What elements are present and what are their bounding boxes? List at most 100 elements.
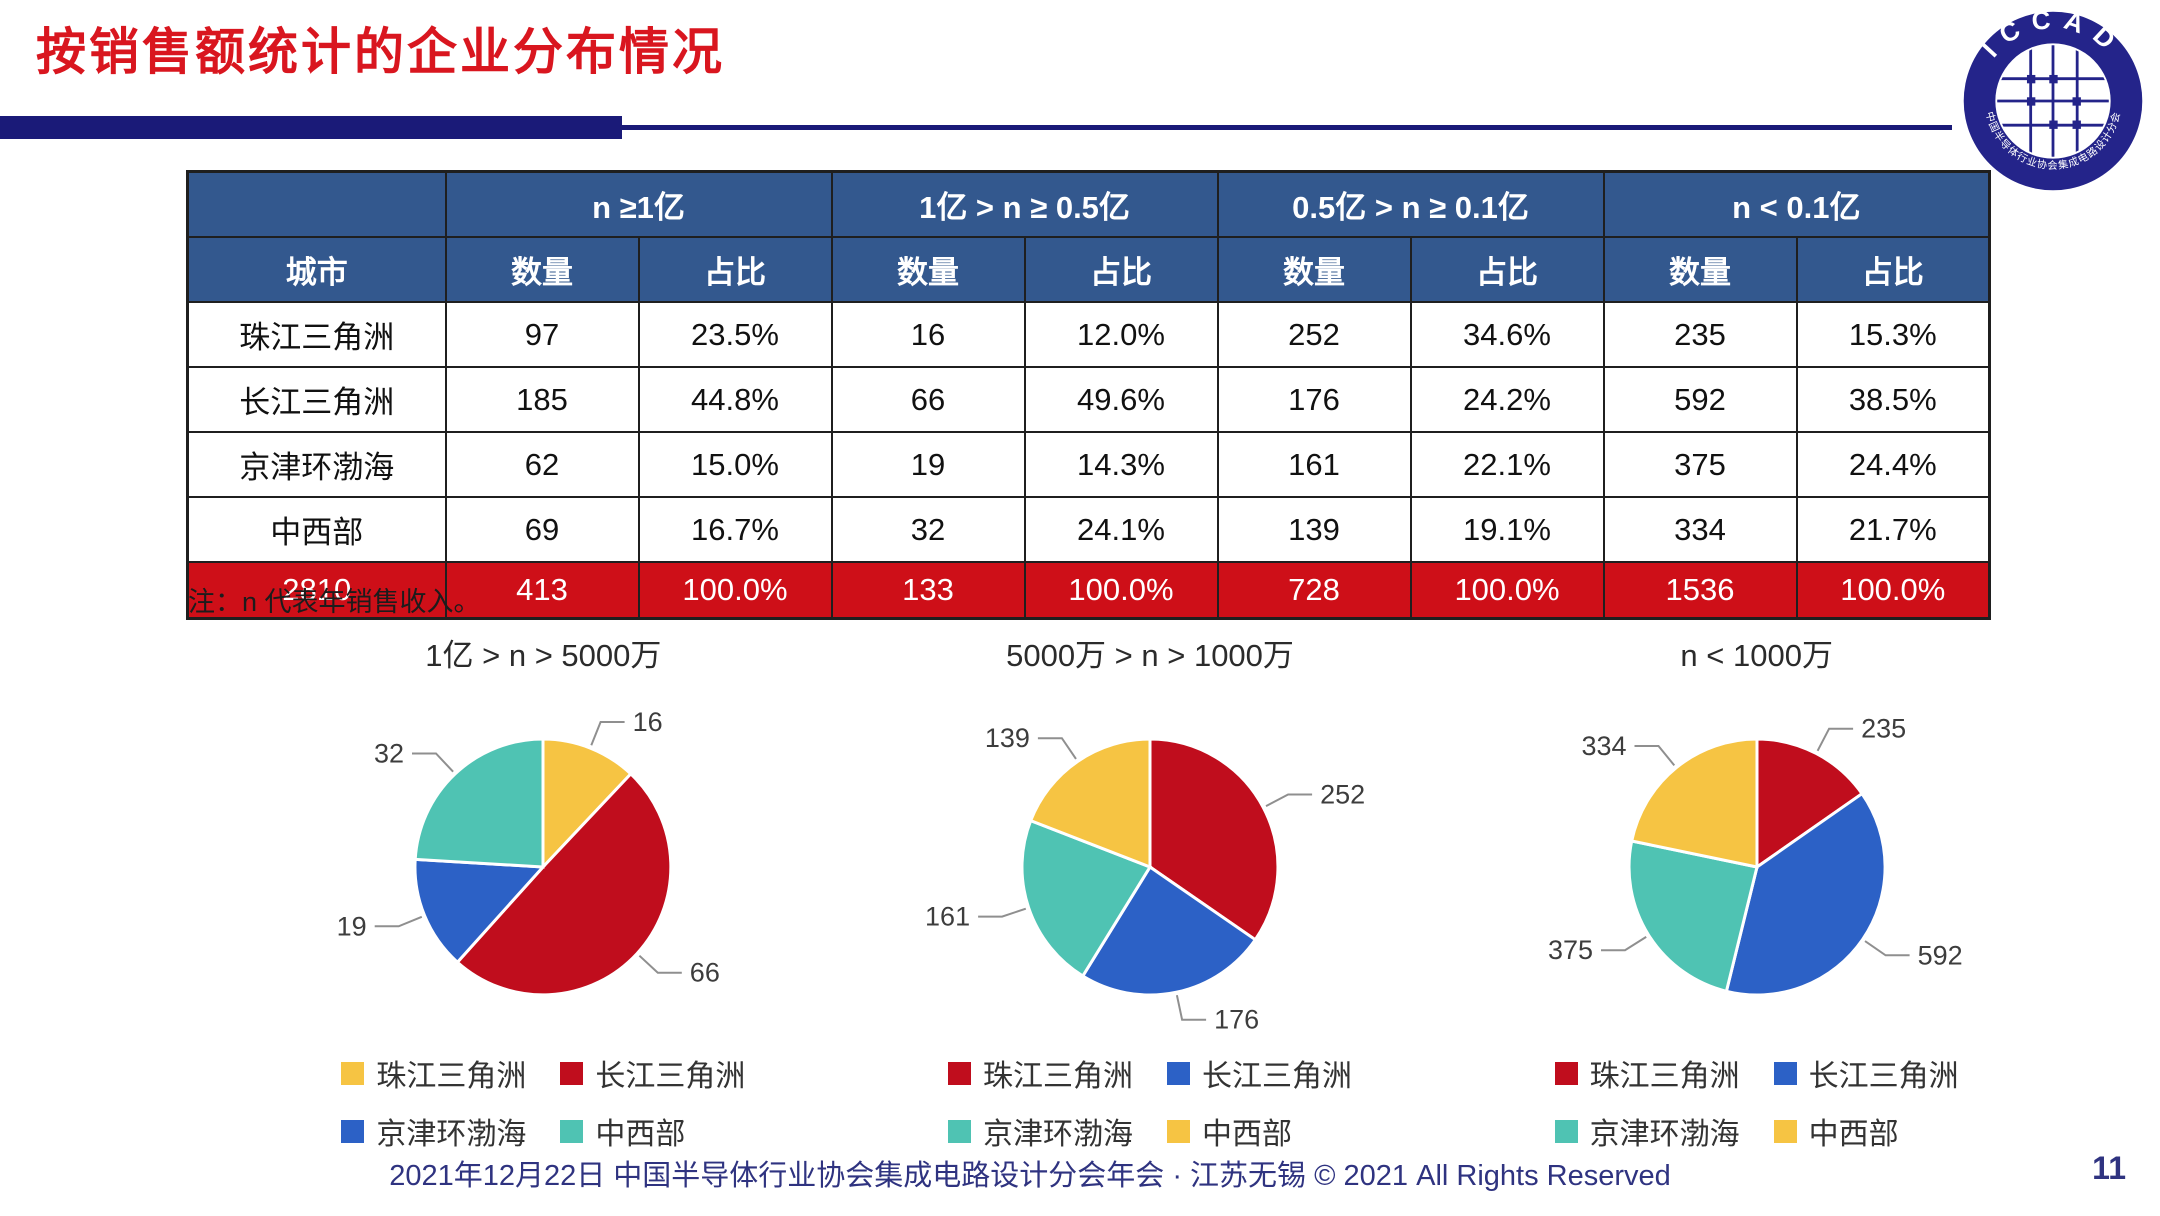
group-header: 1亿 > n ≥ 0.5亿: [830, 170, 1219, 238]
pie-charts-row: 1亿 > n > 5000万 16 66 19 32 珠江三角洲 长江三角洲 京津环渤海 中…: [240, 626, 2060, 1153]
chart-title: 5000万 > n > 1000万: [1006, 638, 1294, 673]
total-cell: 100.0%: [637, 561, 833, 620]
total-cell: 1536: [1602, 561, 1798, 620]
legend-item: 珠江三角洲: [341, 1051, 526, 1095]
value-cell: 19: [830, 431, 1026, 498]
total-row: 2810 413 100.0% 133 100.0% 728 100.0% 1536 100.0…: [186, 561, 1991, 620]
label-leader-line: [1816, 727, 1853, 752]
value-cell: 139: [1216, 496, 1412, 563]
value-cell: 62: [444, 431, 640, 498]
table-body: 珠江三角洲 97 23.5% 16 12.0% 252 34.6% 235 15.3% 长江三角洲…: [186, 301, 1991, 620]
slice-value-label: 16: [633, 707, 663, 737]
label-leader-line: [978, 907, 1027, 918]
table-note: 注：n 代表年销售收入。: [188, 587, 481, 617]
slice-value-label: 252: [1320, 780, 1365, 810]
title-underline: [0, 116, 1952, 140]
share-header: 占比: [1795, 236, 1991, 303]
page-title: 按销售额统计的企业分布情况: [36, 24, 725, 80]
distribution-table: n ≥1亿 1亿 > n ≥ 0.5亿 0.5亿 > n ≥ 0.1亿 n < …: [186, 170, 1992, 620]
value-cell: 97: [444, 301, 640, 368]
pie-slice: [1080, 864, 1258, 997]
value-cell: 375: [1602, 431, 1798, 498]
legend-label: 长江三角洲: [1202, 1060, 1352, 1093]
value-cell: 34.6%: [1409, 301, 1605, 368]
total-cell: 100.0%: [1795, 561, 1991, 620]
city-cell: 长江三角洲: [186, 366, 447, 433]
value-cell: 15.0%: [637, 431, 833, 498]
total-cell: 100.0%: [1023, 561, 1219, 620]
legend-label: 京津环渤海: [983, 1118, 1133, 1151]
label-leader-line: [375, 915, 423, 928]
total-cell: 413: [444, 561, 640, 620]
value-cell: 12.0%: [1023, 301, 1219, 368]
slice-value-label: 235: [1861, 714, 1906, 744]
slice-value-label: 334: [1581, 731, 1626, 761]
value-cell: 15.3%: [1795, 301, 1991, 368]
legend-item: 长江三角洲: [560, 1051, 745, 1095]
legend-label: 长江三角洲: [1808, 1060, 1959, 1093]
slice-value-label: 139: [985, 723, 1030, 753]
legend-marker: [1773, 1119, 1797, 1143]
value-cell: 176: [1216, 366, 1412, 433]
city-cell: 京津环渤海: [186, 431, 447, 498]
legend-marker: [948, 1061, 971, 1085]
legend-marker: [341, 1119, 365, 1143]
label-leader-line: [639, 954, 683, 974]
group-header: n < 0.1亿: [1602, 170, 1991, 238]
count-header: 数量: [444, 236, 640, 303]
pie-chart-block-2: 5000万 > n > 1000万 252 176 161 139 珠江三角洲 长江三角…: [847, 626, 1454, 1153]
corner-cell: [186, 170, 447, 238]
pie-slice: [1148, 737, 1280, 942]
chart-legend: 珠江三角洲 长江三角洲京津环渤海 中西部: [948, 1051, 1352, 1153]
underline-thin-segment: [622, 125, 1952, 130]
share-header: 占比: [637, 236, 833, 303]
pie-slice: [455, 771, 673, 997]
value-cell: 161: [1216, 431, 1412, 498]
pie-slice: [1020, 818, 1153, 979]
group-header-row: n ≥1亿 1亿 > n ≥ 0.5亿 0.5亿 > n ≥ 0.1亿 n < …: [186, 170, 1991, 238]
label-leader-line: [1175, 994, 1207, 1021]
value-cell: 235: [1602, 301, 1798, 368]
pie-slice: [1724, 791, 1887, 997]
sub-header-row: 城市 数量 占比 数量 占比 数量 占比 数量 占比: [186, 236, 1991, 303]
value-cell: 21.7%: [1795, 496, 1991, 563]
table-row: 中西部 69 16.7% 32 24.1% 139 19.1% 334 21.7%: [186, 496, 1991, 563]
footer-text: 2021年12月22日 中国半导体行业协会集成电路设计分会年会 · 江苏无锡 ©…: [389, 1160, 1671, 1192]
pie-slice: [413, 737, 545, 869]
value-cell: 252: [1216, 301, 1412, 368]
label-leader-line: [1037, 737, 1077, 760]
pie-slice: [1629, 737, 1759, 869]
total-cell: 2810: [186, 561, 447, 620]
legend-label: 京津环渤海: [1589, 1118, 1740, 1151]
count-header: 数量: [1602, 236, 1798, 303]
total-cell: 100.0%: [1409, 561, 1605, 620]
pie-chart-block-3: n < 1000万 235 592 375 334 珠江三角洲 长江三角洲 京津环渤海 中西…: [1453, 626, 2060, 1153]
city-cell: 中西部: [186, 496, 447, 563]
value-cell: 19.1%: [1409, 496, 1605, 563]
city-cell: 珠江三角洲: [186, 301, 447, 368]
pie-chart: 235 592 375 334: [1548, 714, 1962, 997]
pie-slice: [541, 737, 634, 871]
legend-label: 京津环渤海: [376, 1118, 527, 1151]
legend-item: 珠江三角洲: [1554, 1051, 1740, 1095]
pie-slice: [1028, 737, 1152, 870]
legend-label: 珠江三角洲: [1589, 1060, 1740, 1093]
legend-marker: [948, 1119, 971, 1143]
legend-item: 中西部: [1167, 1109, 1352, 1153]
legend-item: 中西部: [560, 1109, 745, 1153]
value-cell: 16.7%: [637, 496, 833, 563]
legend-marker: [560, 1061, 584, 1085]
value-cell: 22.1%: [1409, 431, 1605, 498]
legend-item: 长江三角洲: [1167, 1051, 1352, 1095]
total-cell: 133: [830, 561, 1026, 620]
label-leader-line: [1265, 793, 1313, 807]
value-cell: 49.6%: [1023, 366, 1219, 433]
pie-chart: 252 176 161 139: [925, 723, 1365, 1034]
page-number: 11: [2092, 1150, 2126, 1186]
count-header: 数量: [1216, 236, 1412, 303]
value-cell: 44.8%: [637, 366, 833, 433]
slice-value-label: 161: [925, 902, 970, 932]
label-leader-line: [1864, 940, 1910, 957]
slice-value-label: 32: [374, 739, 404, 769]
legend-item: 珠江三角洲: [948, 1051, 1133, 1095]
